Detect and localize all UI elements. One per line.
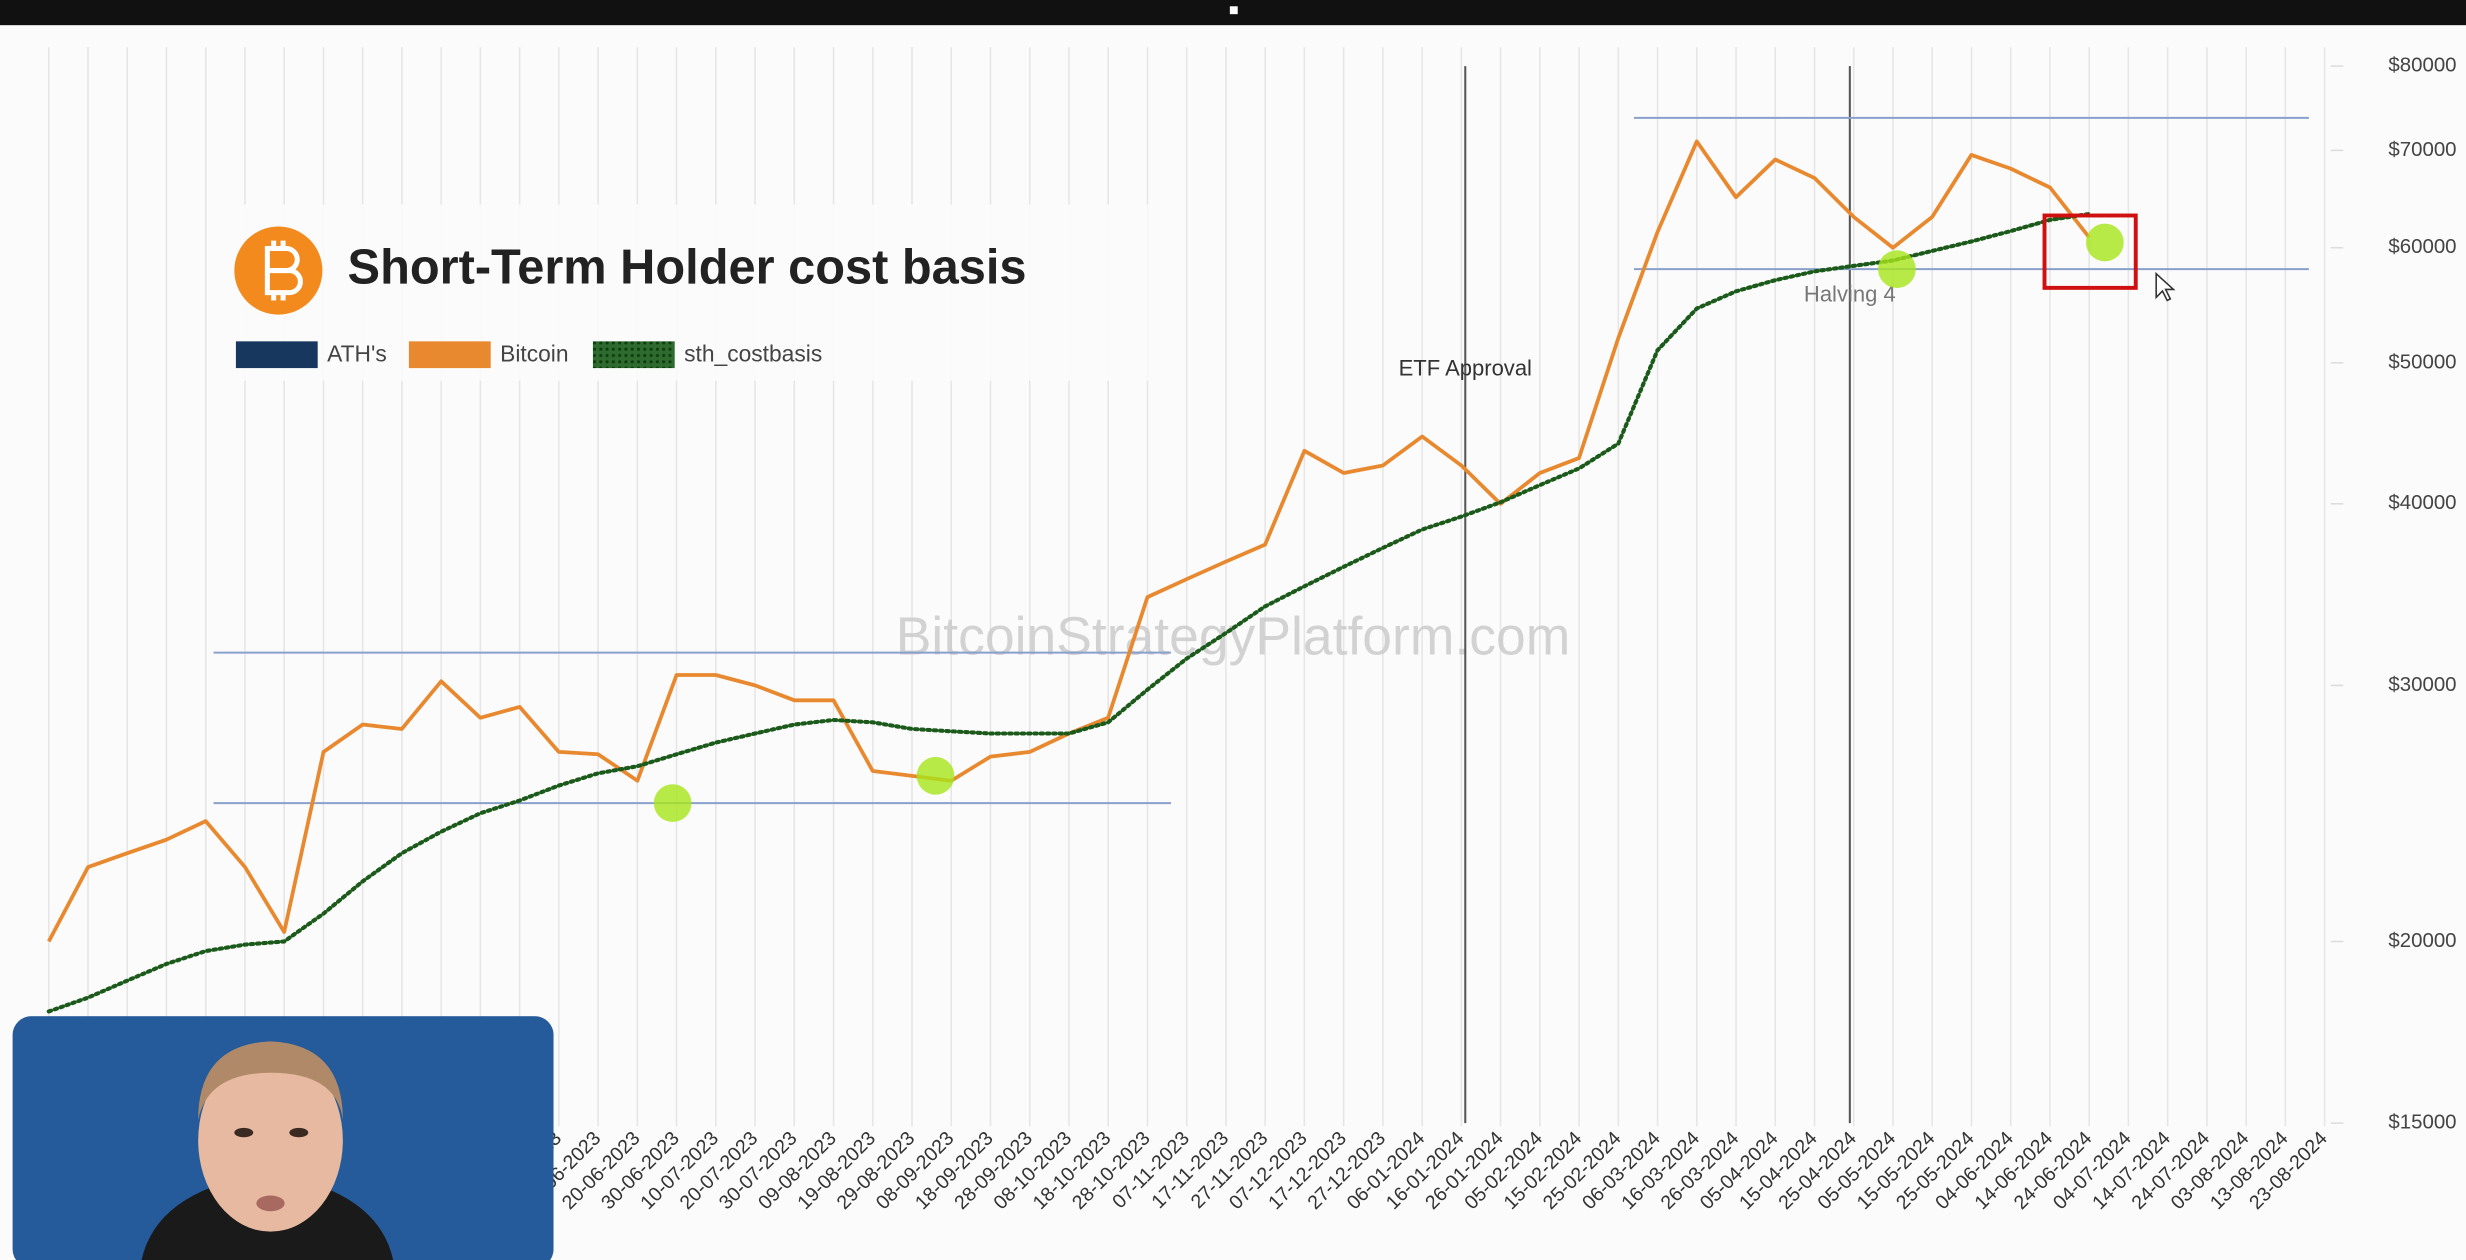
highlight [916,756,955,795]
webcam-hair [198,1041,343,1120]
legend-swatch [592,341,675,369]
chart-title: Short-Term Holder cost basis [348,240,1027,294]
highlight [1878,250,1916,289]
webcam-eye [234,1127,254,1138]
legend-swatch [408,341,491,369]
watermark: BitcoinStrategyPlatform.com [896,607,1570,666]
webcam-eye [289,1127,309,1138]
highlight-box [2042,213,2138,290]
y-tick-label: $20000 [2388,929,2456,952]
bitcoin-icon-glyph [264,240,303,301]
webcam-face [198,1049,343,1232]
y-tick-label: $40000 [2388,491,2456,514]
legend-label: sth_costbasis [684,341,822,367]
highlight [653,784,692,822]
legend-swatch [235,341,318,369]
sth-line [46,211,2092,1014]
legend: ATH's Bitcoin sth_costbasis [235,341,822,369]
webcam-mouth [256,1195,285,1212]
top-bar-handle [1229,6,1238,15]
webcam [12,1016,554,1260]
legend-label: ATH's [327,341,387,367]
legend-label: Bitcoin [500,341,568,367]
y-tick-label: $30000 [2388,673,2456,696]
plot: 05-202310-06-202320-06-202330-06-202310-… [46,47,2457,1214]
highlight [2086,223,2124,262]
title-panel [220,204,1149,381]
event-label: ETF Approval [1399,355,1532,380]
y-tick-label: $50000 [2388,350,2456,373]
y-tick-label: $70000 [2388,138,2456,161]
mouse-cursor [2155,271,2176,302]
y-tick-label: $60000 [2388,235,2456,258]
y-tick-label: $80000 [2388,53,2456,76]
y-tick-label: $15000 [2388,1111,2456,1134]
event-label: Halving 4 [1804,282,1896,307]
